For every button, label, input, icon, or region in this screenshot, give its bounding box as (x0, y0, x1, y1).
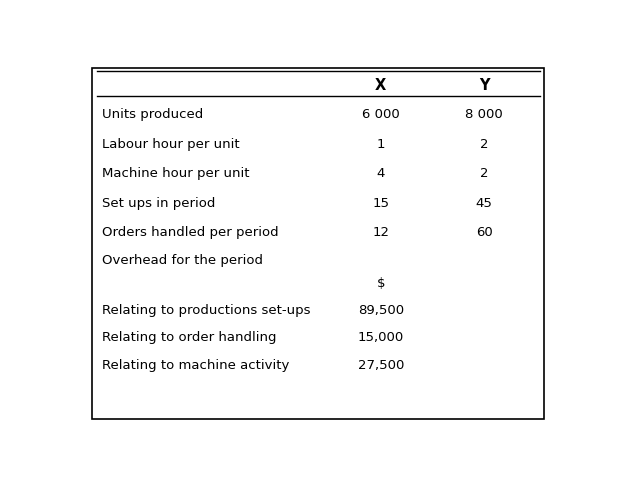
Text: 1: 1 (376, 137, 385, 151)
Text: 15,000: 15,000 (358, 331, 404, 344)
Text: 6 000: 6 000 (362, 108, 400, 121)
Text: Y: Y (479, 77, 489, 92)
Text: Orders handled per period: Orders handled per period (102, 226, 278, 239)
Text: Machine hour per unit: Machine hour per unit (102, 167, 249, 180)
Text: 4: 4 (377, 167, 385, 180)
Text: 2: 2 (480, 137, 489, 151)
Text: Relating to productions set-ups: Relating to productions set-ups (102, 303, 310, 317)
Text: 89,500: 89,500 (358, 303, 404, 317)
Text: Units produced: Units produced (102, 108, 203, 121)
Text: 12: 12 (373, 226, 389, 239)
FancyBboxPatch shape (92, 69, 545, 420)
Text: 8 000: 8 000 (465, 108, 503, 121)
Text: Set ups in period: Set ups in period (102, 197, 215, 210)
Text: 2: 2 (480, 167, 489, 180)
Text: 45: 45 (476, 197, 492, 210)
Text: Overhead for the period: Overhead for the period (102, 253, 263, 266)
Text: X: X (375, 77, 386, 92)
Text: Relating to order handling: Relating to order handling (102, 331, 276, 344)
Text: Relating to machine activity: Relating to machine activity (102, 358, 289, 371)
Text: $: $ (376, 276, 385, 289)
Text: 27,500: 27,500 (358, 358, 404, 371)
Text: 15: 15 (373, 197, 389, 210)
Text: 60: 60 (476, 226, 492, 239)
Text: Labour hour per unit: Labour hour per unit (102, 137, 239, 151)
